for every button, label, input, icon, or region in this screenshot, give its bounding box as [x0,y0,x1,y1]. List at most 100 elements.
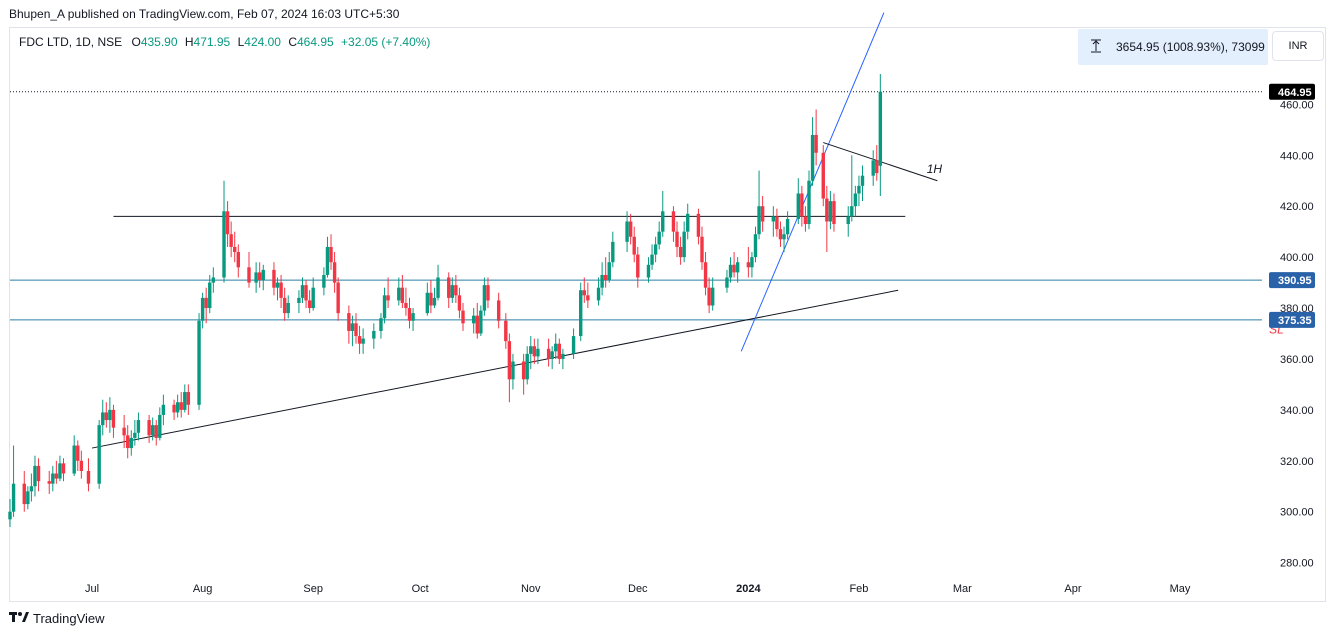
price-axis: 280.00300.00320.00340.00360.00380.00400.… [1269,48,1315,570]
candle-body [771,216,776,222]
candle-body [707,287,711,306]
candle [728,257,733,283]
candle [382,287,387,324]
candle [814,109,818,166]
measure-icon [1090,39,1104,56]
candle [122,414,126,449]
candle [11,445,16,517]
price-lines [10,91,1262,321]
candle [325,236,330,278]
candle-body [646,264,651,278]
candle [846,206,850,237]
candle [347,305,351,344]
candle [111,404,116,438]
candle-body [282,297,287,314]
candle-body [161,404,166,415]
candle [725,269,729,293]
y-tick-label: 400.00 [1280,252,1314,264]
candle [61,458,66,482]
candle-body [332,262,337,283]
candle-body [382,295,387,319]
candle [628,213,633,245]
candle-body [554,343,558,352]
candle-body [496,300,501,321]
candle [101,399,105,436]
last-price-label: 464.95 [1278,87,1312,99]
candle-body [703,262,708,288]
candle [486,277,490,309]
candle-body [486,285,490,301]
candle [710,277,715,311]
candle-body [297,297,301,303]
candle-body [322,274,326,288]
candle-body [225,211,230,235]
high-label: H [184,35,194,49]
candle [686,203,690,240]
candle-body [425,292,430,314]
candle-body [129,437,133,449]
candle [357,325,362,354]
candle [735,257,740,283]
y-tick-label: 300.00 [1280,507,1314,519]
candle-body [33,465,37,487]
candle [254,262,258,293]
candle [771,206,776,237]
x-tick-label: Mar [953,583,972,595]
candle-body [208,282,212,309]
candle-body [657,231,661,245]
candle [400,274,405,309]
symbol-name[interactable]: FDC LTD, 1D, NSE [19,35,123,49]
candle-body [76,445,80,461]
candle-body [304,285,308,301]
candle [51,465,55,492]
candle [304,280,308,309]
candle [8,498,12,527]
candle-body [536,348,540,357]
candle-body [26,491,30,505]
candle [104,402,109,428]
footer-brand: TradingView [9,611,105,626]
currency-button[interactable]: INR [1272,31,1324,61]
candle [379,313,383,339]
candle-body [678,246,683,258]
candle-body [11,483,16,512]
candle-body [525,353,529,380]
candle [746,246,751,278]
candle-body [158,414,162,438]
candle [875,145,879,181]
candle-body [407,308,412,321]
x-tick-label: Nov [521,583,541,595]
candle-body [775,216,779,230]
candle [136,412,141,441]
candle [397,277,401,306]
candle-body [261,269,265,281]
candle-body [350,323,355,331]
candle-body [272,269,276,288]
open-label: O [131,35,141,49]
x-tick-label: Sep [303,583,323,595]
candle-body [58,463,62,479]
candle [361,328,365,354]
candle [479,305,483,337]
candle-body [361,338,365,344]
candle-body [86,470,91,484]
candle-body [108,409,112,421]
annotation-1h[interactable]: 1H [927,162,943,176]
candle-body [51,473,55,484]
candle [457,287,462,319]
candle-body [529,346,533,354]
x-tick-label: Oct [412,583,429,595]
candle [472,308,476,334]
candle-body [229,234,233,247]
candle [172,399,176,421]
x-tick-label: Jul [85,583,99,595]
candle-body [582,290,586,296]
candle-body [521,361,526,380]
candle [432,287,437,309]
candle [282,287,287,321]
symbol-legend: FDC LTD, 1D, NSE O435.90 H471.95 L424.00… [19,35,430,49]
candle-body [325,246,330,275]
support-trendline[interactable] [91,289,899,449]
candle-body [447,277,451,298]
